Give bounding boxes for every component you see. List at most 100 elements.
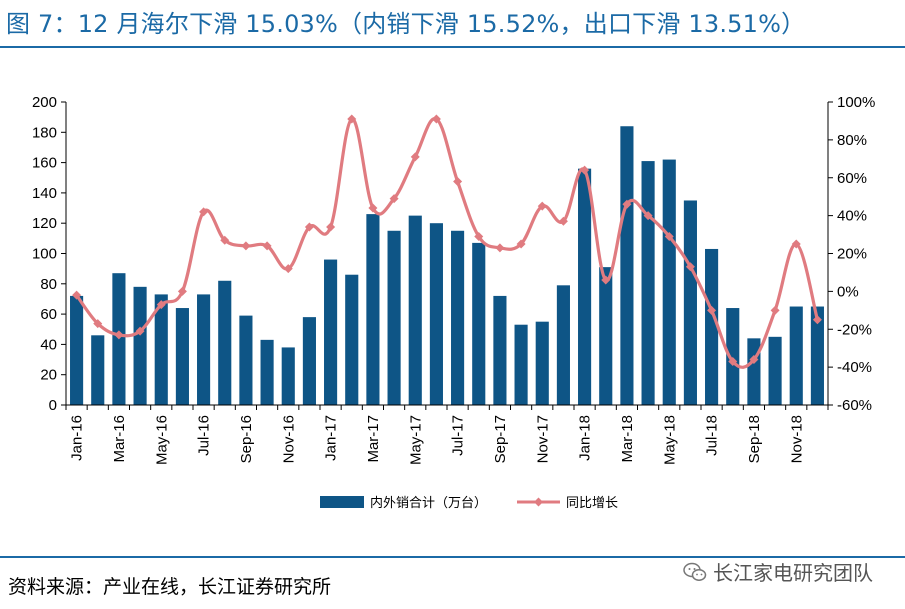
line-point: [495, 243, 505, 253]
footer-divider: [0, 556, 905, 558]
right-tick-label: 40%: [837, 208, 867, 225]
x-tick-label: Jul-18: [704, 415, 721, 456]
axes: 0 20 40 60 80 100 120 140 160 180 200 -60% -40% -20% 0…: [32, 94, 875, 465]
bar: [366, 214, 380, 405]
line-point: [664, 231, 674, 241]
line-point: [72, 290, 82, 300]
legend-line-marker: [534, 497, 543, 507]
x-tick-label: Nov-18: [788, 415, 805, 463]
bar: [683, 200, 697, 405]
bar: [747, 338, 761, 405]
bar: [324, 259, 338, 405]
line-point: [474, 231, 484, 241]
left-tick-label: 180: [32, 124, 57, 141]
line-point: [368, 203, 378, 213]
bar: [578, 168, 592, 405]
watermark-text: 长江家电研究团队: [713, 561, 873, 585]
right-tick-label: -40%: [837, 359, 872, 376]
line-point: [749, 355, 759, 365]
line-series: [72, 114, 822, 369]
chart: 0 20 40 60 80 100 120 140 160 180 200 -60% -40% -20% 0…: [32, 94, 875, 511]
bar: [620, 126, 634, 406]
bar: [556, 285, 570, 405]
line-point: [347, 114, 357, 124]
bar: [408, 215, 422, 405]
x-tick-label: Sep-18: [746, 415, 763, 463]
line-point: [389, 194, 399, 204]
bar: [726, 308, 740, 405]
x-tick-label: Jan-18: [577, 415, 594, 461]
line-point: [812, 315, 822, 325]
line-point: [135, 326, 145, 336]
x-tick-label: Nov-17: [534, 415, 551, 463]
bar: [197, 294, 211, 405]
line-point: [114, 330, 124, 340]
x-tick-label: Jul-16: [196, 415, 213, 456]
x-tick-label: Sep-17: [492, 415, 509, 463]
bar: [302, 317, 316, 405]
left-tick-label: 60: [40, 306, 57, 323]
line-point: [707, 305, 717, 315]
line-point: [558, 216, 568, 226]
left-tick-label: 100: [32, 246, 57, 263]
bar: [345, 274, 359, 405]
line-point: [685, 262, 695, 272]
line-point: [537, 201, 547, 211]
bar: [218, 280, 232, 405]
line-point: [410, 152, 420, 162]
bar: [429, 223, 443, 405]
line-point: [304, 222, 314, 232]
right-tick-label: 60%: [837, 170, 867, 187]
line-point: [728, 356, 738, 366]
bar: [260, 339, 274, 405]
bar: [239, 315, 253, 405]
watermark: 长江家电研究团队: [683, 557, 873, 586]
x-tick-label: Mar-18: [619, 415, 636, 463]
line-point: [580, 165, 590, 175]
x-tick-label: Jan-17: [323, 415, 340, 461]
x-tick-label: Nov-16: [280, 415, 297, 463]
line-point: [431, 114, 441, 124]
bar: [472, 242, 486, 405]
bar: [599, 267, 613, 405]
line-point: [241, 241, 251, 251]
line-point: [326, 222, 336, 232]
bar: [91, 335, 105, 405]
x-tick-label: May-16: [153, 415, 170, 465]
bar: [535, 321, 549, 405]
line-point: [220, 235, 230, 245]
bar: [175, 308, 189, 405]
left-tick-label: 40: [40, 336, 57, 353]
chart-title: 图 7：12 月海尔下滑 15.03%（内销下滑 15.52%，出口下滑 13.…: [6, 10, 806, 38]
right-tick-label: -20%: [837, 321, 872, 338]
wechat-icon: [683, 562, 707, 581]
x-tick-label: May-17: [407, 415, 424, 465]
bar: [705, 248, 719, 405]
x-tick-label: Mar-17: [365, 415, 382, 463]
legend-line-label: 同比增长: [566, 496, 618, 511]
left-tick-label: 80: [40, 276, 57, 293]
bar: [70, 295, 84, 405]
bar: [662, 159, 676, 405]
line-point: [93, 319, 103, 329]
x-tick-label: Mar-16: [111, 415, 128, 463]
x-tick-label: Jan-16: [69, 415, 86, 461]
line-point: [622, 199, 632, 209]
line-point: [199, 207, 209, 217]
x-tick-label: Jul-17: [450, 415, 467, 456]
line-point: [601, 275, 611, 285]
right-tick-label: 100%: [837, 94, 875, 111]
line-point: [770, 305, 780, 315]
bar: [387, 230, 401, 405]
legend: 内外销合计（万台） 同比增长: [320, 495, 618, 511]
left-tick-label: 160: [32, 155, 57, 172]
line-point: [791, 239, 801, 249]
bar: [133, 286, 147, 405]
legend-bar-label: 内外销合计（万台）: [370, 495, 487, 511]
line-point: [177, 286, 187, 296]
title-divider: [0, 46, 905, 48]
line-point: [453, 177, 463, 187]
line-point: [516, 239, 526, 249]
left-tick-label: 20: [40, 367, 57, 384]
bar: [451, 230, 465, 405]
